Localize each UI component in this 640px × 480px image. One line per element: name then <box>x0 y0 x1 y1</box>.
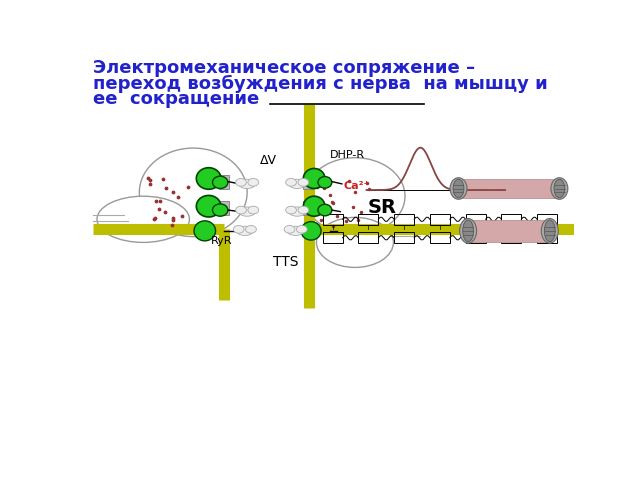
Ellipse shape <box>305 158 405 235</box>
Ellipse shape <box>318 204 332 216</box>
Ellipse shape <box>234 226 244 233</box>
Bar <box>219 201 230 215</box>
Bar <box>467 220 551 241</box>
Ellipse shape <box>316 217 394 267</box>
Text: ΔV: ΔV <box>260 154 277 167</box>
Bar <box>537 232 557 243</box>
Ellipse shape <box>246 226 257 233</box>
Text: Электромеханическое сопряжение –: Электромеханическое сопряжение – <box>93 59 476 77</box>
Bar <box>457 179 561 198</box>
Ellipse shape <box>285 179 296 186</box>
Ellipse shape <box>296 226 307 233</box>
Ellipse shape <box>284 226 295 233</box>
Ellipse shape <box>140 148 247 237</box>
Ellipse shape <box>301 222 321 240</box>
Ellipse shape <box>287 226 304 236</box>
Bar <box>466 232 486 243</box>
Ellipse shape <box>239 207 255 216</box>
Bar <box>303 201 314 215</box>
Bar <box>358 214 378 225</box>
Bar <box>466 214 486 225</box>
Ellipse shape <box>303 196 325 216</box>
Ellipse shape <box>212 204 228 216</box>
Text: переход возбуждения с нерва  на мышцу и: переход возбуждения с нерва на мышцу и <box>93 74 548 93</box>
Ellipse shape <box>450 178 467 199</box>
Bar <box>394 214 414 225</box>
Ellipse shape <box>248 206 259 214</box>
Ellipse shape <box>460 218 477 243</box>
Ellipse shape <box>551 178 568 199</box>
Ellipse shape <box>318 177 332 188</box>
Text: DHP-R: DHP-R <box>330 150 365 160</box>
Ellipse shape <box>236 179 246 186</box>
Bar <box>219 175 230 189</box>
Bar <box>537 214 557 225</box>
Bar <box>303 175 314 189</box>
Ellipse shape <box>248 179 259 186</box>
Ellipse shape <box>194 221 216 241</box>
Bar <box>394 232 414 243</box>
Ellipse shape <box>289 207 306 216</box>
Ellipse shape <box>285 206 296 214</box>
Bar <box>501 214 522 225</box>
Bar <box>358 232 378 243</box>
Ellipse shape <box>196 168 221 189</box>
Ellipse shape <box>298 206 308 214</box>
Ellipse shape <box>236 226 253 236</box>
Bar <box>501 232 522 243</box>
Text: TTS: TTS <box>273 254 298 268</box>
Bar <box>323 232 342 243</box>
Ellipse shape <box>541 218 558 243</box>
Ellipse shape <box>554 179 564 198</box>
Text: RyR: RyR <box>211 236 232 246</box>
Ellipse shape <box>212 176 228 189</box>
Bar <box>430 232 450 243</box>
Ellipse shape <box>463 220 474 241</box>
Ellipse shape <box>196 195 221 217</box>
Ellipse shape <box>239 179 255 189</box>
Text: Ca²⁺: Ca²⁺ <box>344 180 370 191</box>
Ellipse shape <box>289 179 306 189</box>
Ellipse shape <box>298 179 308 186</box>
Ellipse shape <box>545 220 555 241</box>
Bar <box>430 214 450 225</box>
Text: ее  сокращение: ее сокращение <box>93 90 259 108</box>
Ellipse shape <box>303 168 325 189</box>
Text: SR: SR <box>368 198 397 217</box>
Ellipse shape <box>236 206 246 214</box>
Bar <box>323 214 342 225</box>
Ellipse shape <box>97 196 189 242</box>
Ellipse shape <box>453 179 464 198</box>
